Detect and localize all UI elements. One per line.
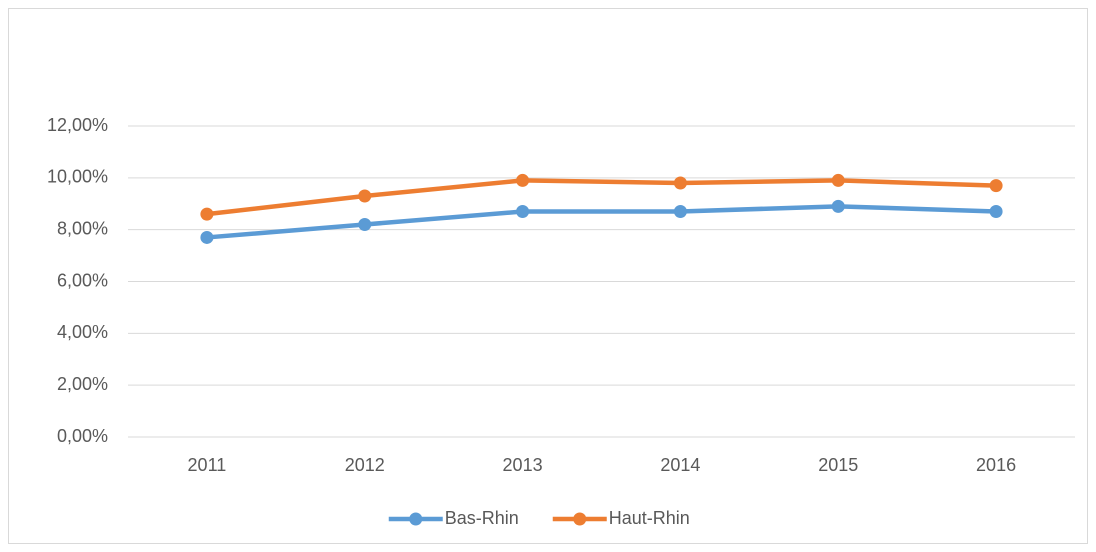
y-tick-label: 0,00%	[57, 426, 108, 446]
data-point	[516, 173, 530, 187]
data-point	[831, 173, 845, 187]
x-tick-label: 2013	[503, 455, 543, 475]
y-tick-label: 2,00%	[57, 374, 108, 394]
y-tick-label: 12,00%	[47, 115, 108, 135]
data-point	[989, 205, 1003, 219]
x-tick-label: 2016	[976, 455, 1016, 475]
data-point	[358, 217, 372, 231]
data-point	[989, 179, 1003, 193]
series-line	[204, 204, 999, 240]
legend-label: Bas-Rhin	[445, 508, 519, 528]
y-tick-label: 6,00%	[57, 270, 108, 290]
legend-label: Haut-Rhin	[609, 508, 690, 528]
data-point	[516, 205, 530, 219]
chart-frame	[8, 8, 1088, 544]
x-tick-label: 2012	[345, 455, 385, 475]
x-tick-label: 2014	[660, 455, 700, 475]
legend-marker	[573, 512, 587, 526]
y-tick-label: 10,00%	[47, 167, 108, 187]
data-point	[831, 199, 845, 213]
y-tick-label: 8,00%	[57, 218, 108, 238]
y-tick-label: 4,00%	[57, 322, 108, 342]
data-point	[200, 207, 214, 221]
x-tick-label: 2015	[818, 455, 858, 475]
legend-marker	[409, 512, 423, 526]
data-point	[673, 205, 687, 219]
series-line	[204, 178, 999, 217]
data-point	[673, 176, 687, 190]
data-point	[200, 230, 214, 244]
x-tick-label: 2011	[188, 455, 227, 475]
data-point	[358, 189, 372, 203]
